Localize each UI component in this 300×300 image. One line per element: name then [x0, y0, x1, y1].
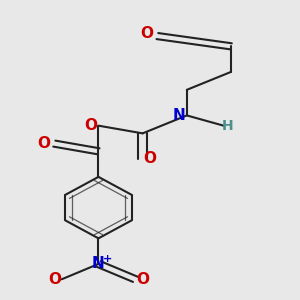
Text: O: O	[143, 152, 157, 166]
Text: O: O	[136, 272, 149, 287]
Text: N: N	[92, 256, 105, 272]
Text: H: H	[221, 119, 233, 133]
Text: +: +	[103, 254, 112, 264]
Text: O: O	[48, 272, 61, 287]
Text: O: O	[37, 136, 50, 151]
Text: O: O	[140, 26, 153, 41]
Text: N: N	[173, 108, 186, 123]
Text: O: O	[85, 118, 98, 133]
